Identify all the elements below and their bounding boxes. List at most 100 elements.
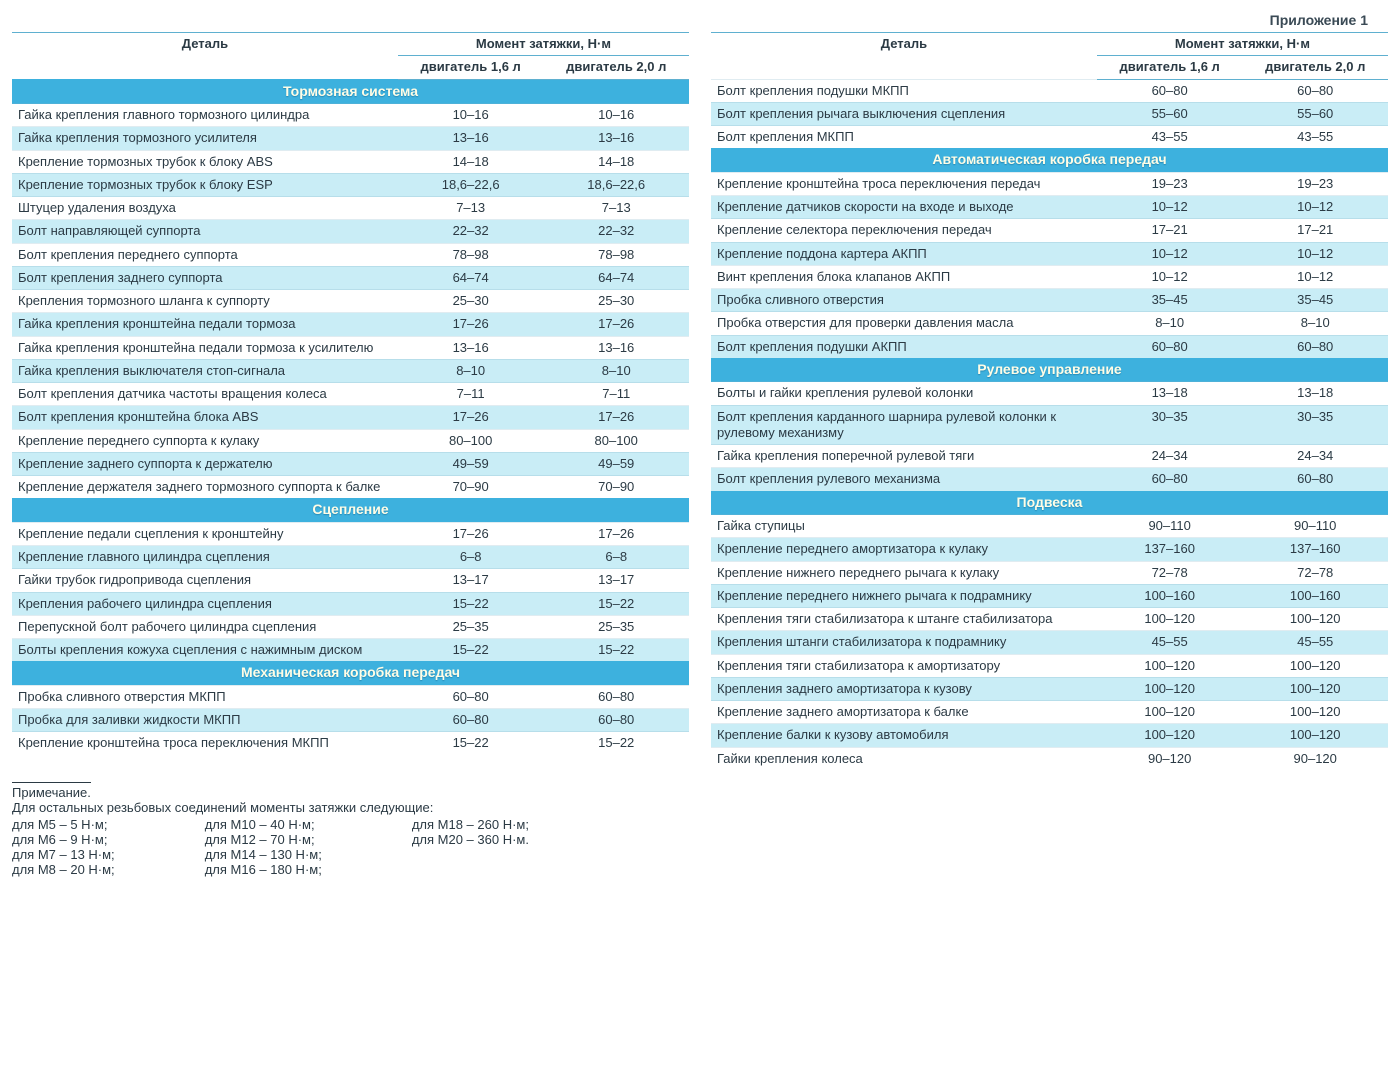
cell-engine20: 45–55 xyxy=(1242,631,1388,654)
cell-engine20: 64–74 xyxy=(543,266,689,289)
header-engine16: двигатель 1,6 л xyxy=(398,56,544,79)
cell-detail: Крепления штанги стабилизатора к подрамн… xyxy=(711,631,1097,654)
cell-engine16: 60–80 xyxy=(1097,468,1243,491)
cell-engine20: 22–32 xyxy=(543,220,689,243)
cell-engine16: 100–120 xyxy=(1097,608,1243,631)
table-row: Крепление кронштейна троса переключения … xyxy=(12,732,689,755)
cell-engine16: 22–32 xyxy=(398,220,544,243)
cell-engine16: 90–110 xyxy=(1097,515,1243,538)
table-row: Гайка крепления выключателя стоп-сигнала… xyxy=(12,359,689,382)
table-row: Крепления тяги стабилизатора к амортизат… xyxy=(711,654,1388,677)
cell-engine16: 13–16 xyxy=(398,336,544,359)
footnote-line: для М5 – 5 Н·м; xyxy=(12,817,115,832)
cell-engine16: 6–8 xyxy=(398,546,544,569)
header-engine16: двигатель 1,6 л xyxy=(1097,56,1243,79)
cell-detail: Крепления тяги стабилизатора к амортизат… xyxy=(711,654,1097,677)
cell-detail: Болт крепления подушки АКПП xyxy=(711,335,1097,358)
header-detail: Деталь xyxy=(12,33,398,80)
cell-engine20: 15–22 xyxy=(543,732,689,755)
table-row: Крепления тяги стабилизатора к штанге ст… xyxy=(711,608,1388,631)
header-torque: Момент затяжки, Н·м xyxy=(1097,33,1388,56)
table-row: Крепление балки к кузову автомобиля100–1… xyxy=(711,724,1388,747)
cell-detail: Болт крепления заднего суппорта xyxy=(12,266,398,289)
left-column: Деталь Момент затяжки, Н·м двигатель 1,6… xyxy=(12,32,689,755)
table-row: Перепускной болт рабочего цилиндра сцепл… xyxy=(12,615,689,638)
cell-engine20: 25–35 xyxy=(543,615,689,638)
table-row: Гайка крепления кронштейна педали тормоз… xyxy=(12,336,689,359)
cell-engine20: 35–45 xyxy=(1242,289,1388,312)
cell-detail: Крепление держателя заднего тормозного с… xyxy=(12,476,398,499)
cell-engine20: 100–120 xyxy=(1242,677,1388,700)
cell-detail: Болт крепления подушки МКПП xyxy=(711,79,1097,102)
table-row: Пробка для заливки жидкости МКПП60–8060–… xyxy=(12,709,689,732)
cell-engine20: 80–100 xyxy=(543,429,689,452)
cell-engine20: 13–16 xyxy=(543,336,689,359)
cell-engine16: 137–160 xyxy=(1097,538,1243,561)
footnote-line: для М10 – 40 Н·м; xyxy=(205,817,322,832)
cell-engine16: 45–55 xyxy=(1097,631,1243,654)
table-row: Болт крепления подушки АКПП60–8060–80 xyxy=(711,335,1388,358)
cell-engine20: 17–21 xyxy=(1242,219,1388,242)
table-row: Болт крепления переднего суппорта78–9878… xyxy=(12,243,689,266)
table-row: Болт крепления подушки МКПП60–8060–80 xyxy=(711,79,1388,102)
cell-engine16: 17–26 xyxy=(398,522,544,545)
cell-detail: Гайка крепления выключателя стоп-сигнала xyxy=(12,359,398,382)
table-row: Крепление педали сцепления к кронштейну1… xyxy=(12,522,689,545)
cell-detail: Пробка отверстия для проверки давления м… xyxy=(711,312,1097,335)
cell-engine20: 100–120 xyxy=(1242,701,1388,724)
cell-engine20: 15–22 xyxy=(543,639,689,662)
footnote-line: для М12 – 70 Н·м; xyxy=(205,832,322,847)
cell-engine16: 35–45 xyxy=(1097,289,1243,312)
cell-engine16: 24–34 xyxy=(1097,445,1243,468)
cell-engine20: 19–23 xyxy=(1242,172,1388,195)
cell-engine20: 8–10 xyxy=(1242,312,1388,335)
header-engine20: двигатель 2,0 л xyxy=(543,56,689,79)
cell-detail: Крепление тормозных трубок к блоку ESP xyxy=(12,173,398,196)
table-row: Болт крепления МКПП43–5543–55 xyxy=(711,126,1388,149)
table-row: Крепление нижнего переднего рычага к кул… xyxy=(711,561,1388,584)
cell-engine16: 14–18 xyxy=(398,150,544,173)
cell-detail: Крепление балки к кузову автомобиля xyxy=(711,724,1097,747)
table-row: Гайка крепления тормозного усилителя13–1… xyxy=(12,127,689,150)
table-row: Гайки трубок гидропривода сцепления13–17… xyxy=(12,569,689,592)
footnote-line: для М20 – 360 Н·м. xyxy=(412,832,529,847)
cell-detail: Крепление кронштейна троса переключения … xyxy=(711,172,1097,195)
section-title: Тормозная система xyxy=(12,79,689,104)
table-row: Штуцер удаления воздуха7–137–13 xyxy=(12,197,689,220)
table-row: Болт направляющей суппорта22–3222–32 xyxy=(12,220,689,243)
cell-engine16: 15–22 xyxy=(398,732,544,755)
cell-engine16: 43–55 xyxy=(1097,126,1243,149)
footnote-line: для М18 – 260 Н·м; xyxy=(412,817,529,832)
cell-engine20: 43–55 xyxy=(1242,126,1388,149)
cell-engine20: 8–10 xyxy=(543,359,689,382)
cell-engine16: 8–10 xyxy=(398,359,544,382)
cell-engine16: 18,6–22,6 xyxy=(398,173,544,196)
cell-engine16: 60–80 xyxy=(1097,79,1243,102)
cell-detail: Крепление педали сцепления к кронштейну xyxy=(12,522,398,545)
cell-engine20: 17–26 xyxy=(543,522,689,545)
right-table: Деталь Момент затяжки, Н·м двигатель 1,6… xyxy=(711,32,1388,770)
table-row: Крепление селектора переключения передач… xyxy=(711,219,1388,242)
table-row: Болт крепления рулевого механизма60–8060… xyxy=(711,468,1388,491)
table-row: Крепление тормозных трубок к блоку ESP18… xyxy=(12,173,689,196)
cell-engine20: 13–17 xyxy=(543,569,689,592)
table-row: Болт крепления карданного шарнира рулево… xyxy=(711,405,1388,445)
table-row: Пробка сливного отверстия МКПП60–8060–80 xyxy=(12,685,689,708)
cell-detail: Крепление заднего амортизатора к балке xyxy=(711,701,1097,724)
cell-detail: Крепление переднего амортизатора к кулак… xyxy=(711,538,1097,561)
table-row: Гайки крепления колеса90–12090–120 xyxy=(711,747,1388,770)
cell-engine16: 10–12 xyxy=(1097,196,1243,219)
appendix-label: Приложение 1 xyxy=(12,12,1368,28)
cell-engine16: 13–17 xyxy=(398,569,544,592)
table-row: Крепление заднего суппорта к держателю49… xyxy=(12,452,689,475)
table-row: Крепления тормозного шланга к суппорту25… xyxy=(12,290,689,313)
right-column: Деталь Момент затяжки, Н·м двигатель 1,6… xyxy=(711,32,1388,770)
footnote-line: для М6 – 9 Н·м; xyxy=(12,832,115,847)
cell-detail: Пробка для заливки жидкости МКПП xyxy=(12,709,398,732)
cell-detail: Винт крепления блока клапанов АКПП xyxy=(711,265,1097,288)
cell-engine16: 60–80 xyxy=(398,709,544,732)
cell-detail: Болт крепления рулевого механизма xyxy=(711,468,1097,491)
cell-engine20: 60–80 xyxy=(1242,335,1388,358)
cell-engine16: 17–26 xyxy=(398,313,544,336)
cell-engine20: 100–120 xyxy=(1242,608,1388,631)
